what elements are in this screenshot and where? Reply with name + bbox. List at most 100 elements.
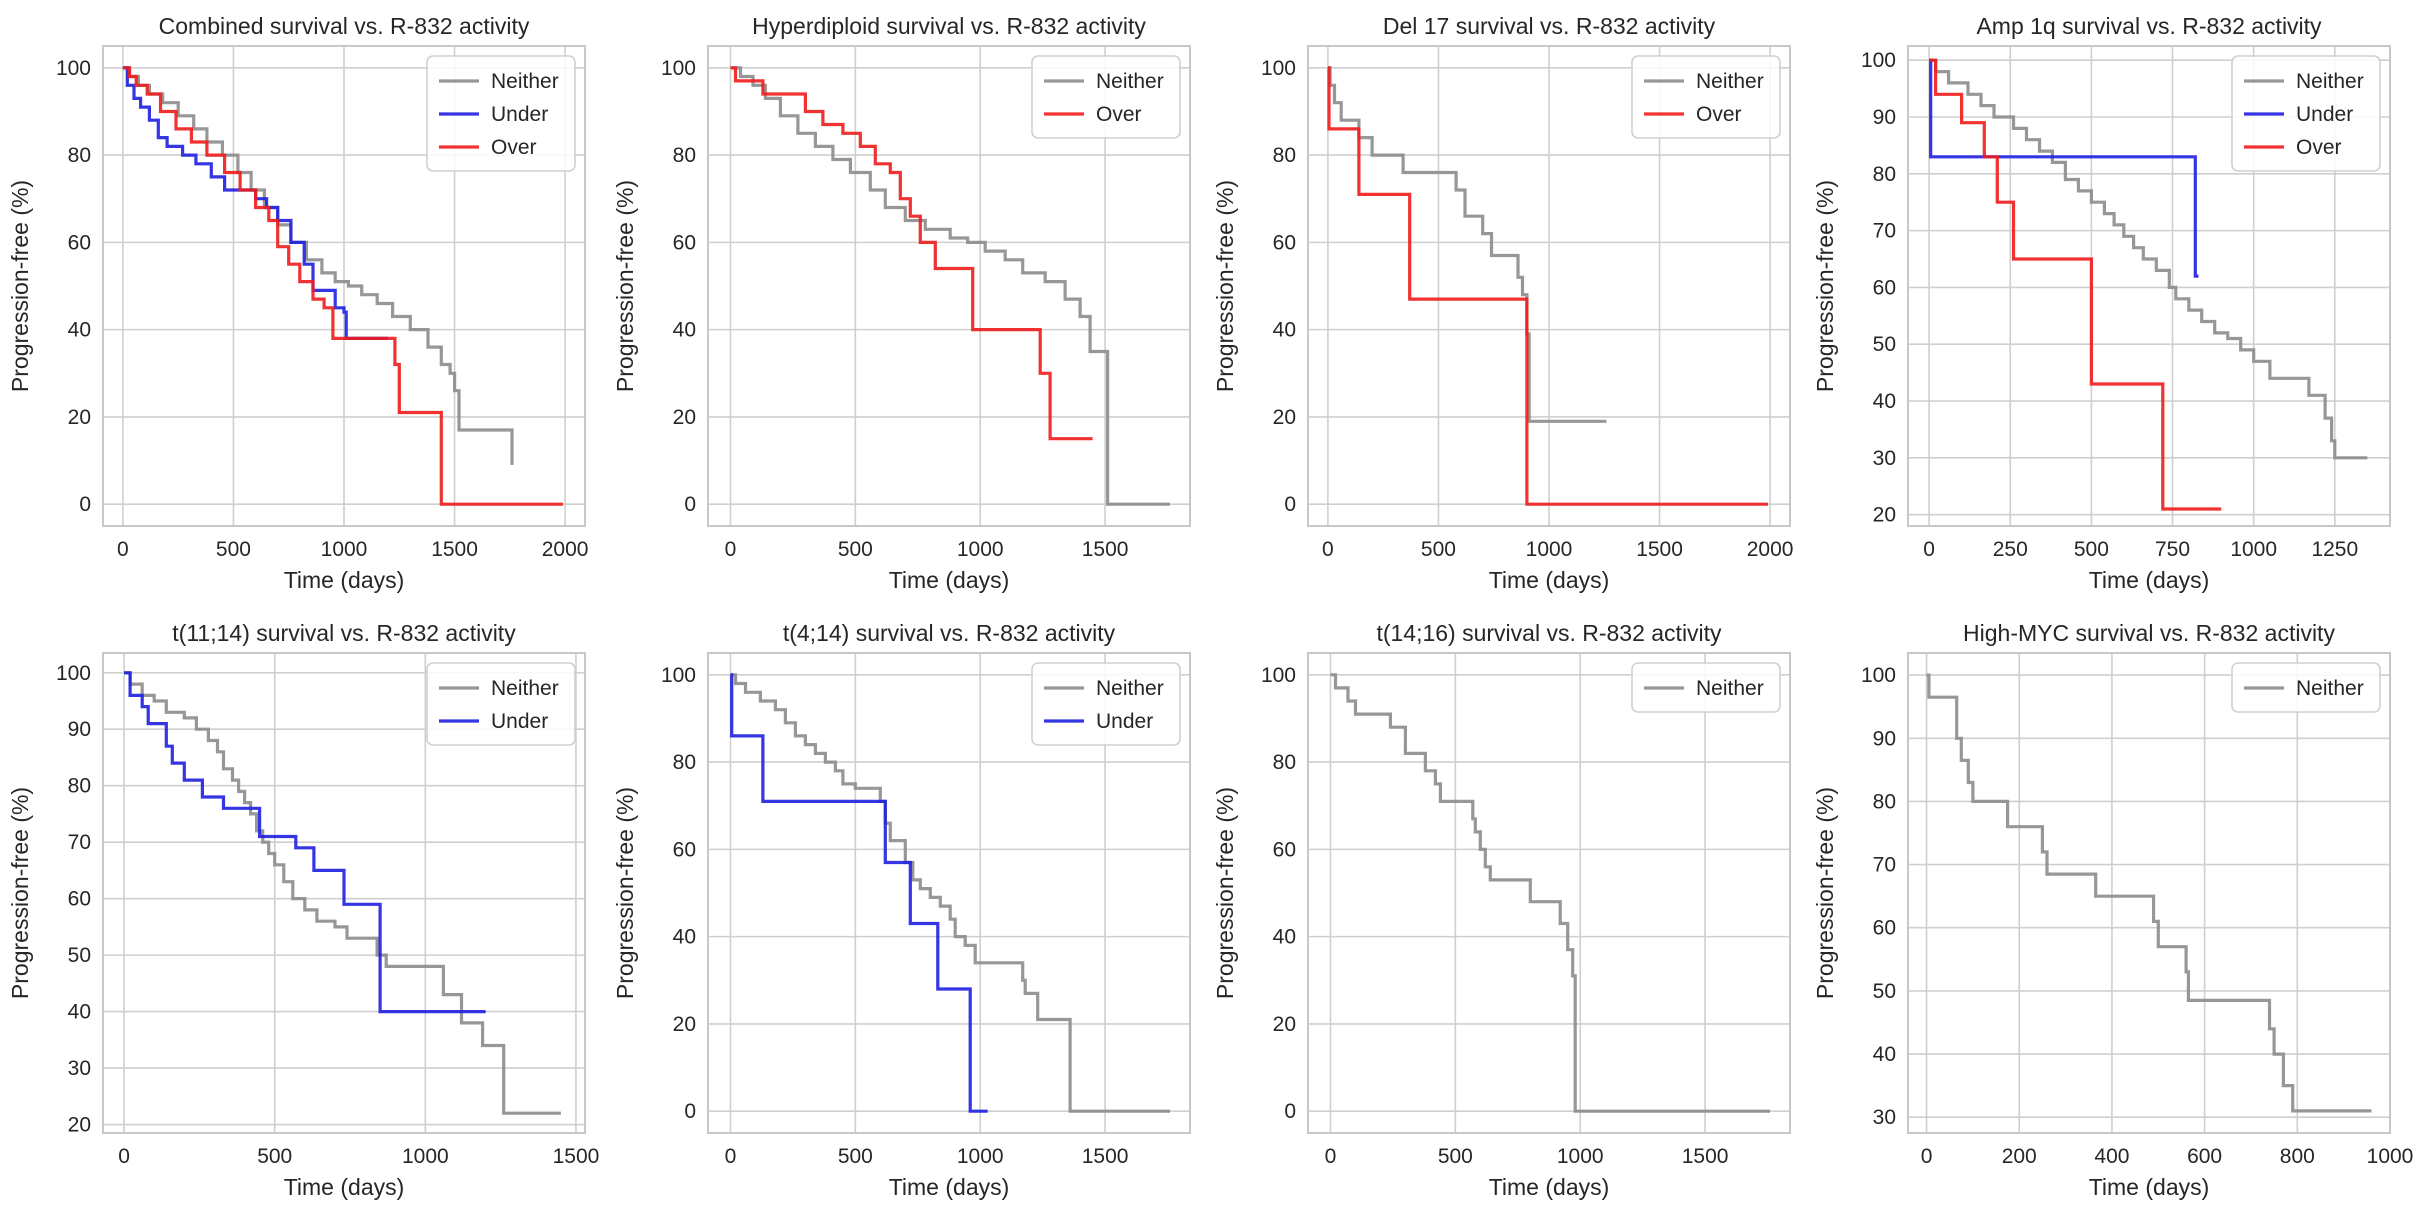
chart-title: Del 17 survival vs. R-832 activity [1383, 13, 1716, 39]
x-tick-label: 0 [1921, 1145, 1933, 1168]
y-axis-label: Progression-free (%) [1212, 180, 1238, 392]
series-line-under [730, 673, 988, 1113]
legend-box [1031, 662, 1181, 746]
y-tick-label: 80 [673, 144, 696, 167]
legend-box [2231, 55, 2381, 172]
y-tick-label: 40 [1273, 319, 1296, 342]
legend: Neither Under Over [426, 55, 576, 172]
y-tick-label: 40 [673, 319, 696, 342]
y-axis-label: Progression-free (%) [7, 180, 33, 392]
legend-box [2231, 662, 2381, 713]
series-line-over [1327, 66, 1768, 506]
x-tick-label: 400 [2094, 1145, 2129, 1168]
y-tick-label: 100 [1261, 664, 1296, 687]
y-tick-label: 80 [1873, 163, 1896, 186]
legend: Neither Over [1631, 55, 1781, 139]
legend: Neither [2231, 662, 2381, 713]
plot-area [1308, 653, 1790, 1133]
x-tick-label: 1000 [2367, 1145, 2414, 1168]
x-axis-label: Time (days) [284, 1174, 405, 1200]
x-tick-label: 500 [2074, 538, 2109, 561]
axes-frame [1907, 45, 2391, 527]
legend-label: Neither [2296, 70, 2364, 93]
y-tick-label: 0 [1284, 493, 1296, 516]
series-line-neither [1330, 673, 1770, 1113]
y-tick-label: 0 [684, 493, 696, 516]
y-tick-label: 40 [1873, 390, 1896, 413]
series-line-neither [730, 673, 1170, 1113]
series-line-neither [122, 66, 514, 465]
legend: Neither Under [1031, 662, 1181, 746]
series-line-neither [124, 671, 561, 1115]
axes-frame [707, 45, 1191, 527]
x-axis-label: Time (days) [889, 1174, 1010, 1200]
subplot-8: 0 200 400 600 800 1000 30 40 50 60 70 80 90 100 High-M… [1812, 620, 2413, 1200]
x-tick-label: 1500 [553, 1145, 600, 1168]
y-tick-label: 100 [56, 662, 91, 685]
y-axis-label: Progression-free (%) [7, 787, 33, 999]
y-tick-label: 0 [1284, 1100, 1296, 1123]
y-tick-label: 60 [1273, 838, 1296, 861]
y-tick-label: 20 [673, 406, 696, 429]
y-tick-label: 70 [68, 831, 91, 854]
x-tick-label: 200 [2002, 1145, 2037, 1168]
legend: Neither Under Over [2231, 55, 2381, 172]
y-tick-label: 100 [1861, 664, 1896, 687]
x-axis-label: Time (days) [889, 567, 1010, 593]
y-tick-label: 20 [673, 1013, 696, 1036]
y-tick-label: 40 [1873, 1043, 1896, 1066]
legend-box [1631, 662, 1781, 713]
x-tick-label: 1500 [1082, 1145, 1129, 1168]
legend-box [1631, 55, 1781, 139]
x-axis-label: Time (days) [1489, 1174, 1610, 1200]
y-tick-label: 70 [1873, 220, 1896, 243]
y-tick-label: 60 [1273, 231, 1296, 254]
legend-label: Under [491, 710, 548, 733]
x-tick-label: 600 [2187, 1145, 2222, 1168]
legend-label: Under [1096, 710, 1153, 733]
y-tick-label: 80 [68, 775, 91, 798]
axes-frame [707, 652, 1191, 1134]
x-tick-label: 1500 [431, 538, 478, 561]
legend-label: Neither [1096, 677, 1164, 700]
x-tick-label: 500 [216, 538, 251, 561]
y-tick-label: 30 [1873, 1106, 1896, 1129]
x-axis-label: Time (days) [1489, 567, 1610, 593]
x-tick-label: 500 [1421, 538, 1456, 561]
x-tick-label: 500 [1438, 1145, 1473, 1168]
legend-label: Over [2296, 136, 2342, 159]
y-tick-label: 100 [1261, 57, 1296, 80]
chart-title: t(14;16) survival vs. R-832 activity [1376, 620, 1722, 646]
x-axis-label: Time (days) [2089, 1174, 2210, 1200]
subplot-2: 0 500 1000 1500 0 20 40 60 80 100 Hyperdiploid sur… [612, 13, 1191, 593]
y-tick-label: 40 [1273, 926, 1296, 949]
x-tick-label: 1000 [1526, 538, 1573, 561]
x-tick-label: 500 [838, 1145, 873, 1168]
x-tick-label: 1500 [1682, 1145, 1729, 1168]
y-tick-label: 20 [1873, 504, 1896, 527]
y-tick-label: 90 [1873, 727, 1896, 750]
axes-frame [1307, 652, 1791, 1134]
legend-box [426, 662, 576, 746]
y-tick-label: 80 [1273, 751, 1296, 774]
x-tick-label: 1000 [957, 538, 1004, 561]
legend: Neither Under [426, 662, 576, 746]
series-line-over [730, 66, 1093, 441]
legend-label: Neither [1696, 677, 1764, 700]
y-tick-label: 60 [1873, 276, 1896, 299]
chart-title: t(4;14) survival vs. R-832 activity [783, 620, 1116, 646]
x-tick-label: 1000 [321, 538, 368, 561]
y-tick-label: 50 [68, 944, 91, 967]
y-tick-label: 20 [1273, 1013, 1296, 1036]
x-tick-label: 750 [2155, 538, 2190, 561]
legend: Neither Over [1031, 55, 1181, 139]
x-tick-label: 800 [2280, 1145, 2315, 1168]
subplot-3: 0 500 1000 1500 2000 0 20 40 60 80 100 Del 17 survi… [1212, 13, 1793, 593]
x-axis-label: Time (days) [284, 567, 405, 593]
series-line-under [124, 671, 486, 1014]
y-tick-label: 20 [68, 1114, 91, 1137]
series-line-over [1929, 58, 2222, 511]
y-tick-label: 30 [68, 1057, 91, 1080]
series-line-neither [1327, 66, 1607, 423]
